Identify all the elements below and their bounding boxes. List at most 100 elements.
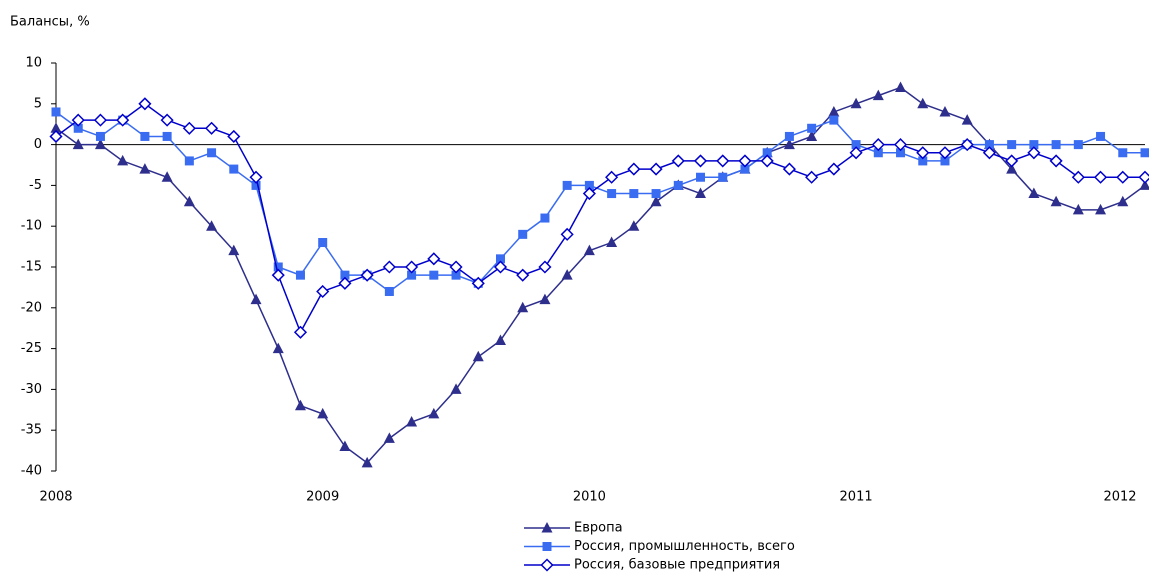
marker xyxy=(384,286,394,296)
marker xyxy=(493,260,508,274)
marker xyxy=(250,293,262,305)
marker xyxy=(161,171,173,182)
marker xyxy=(829,115,839,125)
marker xyxy=(671,154,685,168)
marker xyxy=(494,334,506,345)
marker xyxy=(138,97,152,111)
marker xyxy=(428,407,440,419)
marker xyxy=(940,156,950,166)
marker xyxy=(1140,148,1149,158)
marker xyxy=(584,180,594,190)
marker xyxy=(295,270,305,280)
marker xyxy=(649,162,663,176)
legend-label: Россия, базовые предприятия xyxy=(574,558,780,573)
marker xyxy=(229,164,239,174)
marker xyxy=(1005,154,1019,168)
marker xyxy=(895,81,907,92)
marker xyxy=(338,276,352,290)
marker xyxy=(140,131,150,141)
marker xyxy=(339,440,351,452)
series-line xyxy=(55,102,1145,335)
marker xyxy=(960,138,974,152)
y-tick-label: -10 xyxy=(21,219,42,234)
marker xyxy=(893,138,908,152)
marker xyxy=(516,268,530,282)
x-tick-label: 2012 xyxy=(1103,490,1136,505)
marker xyxy=(72,138,84,150)
marker xyxy=(673,180,683,190)
marker xyxy=(629,189,639,199)
marker xyxy=(1096,131,1106,141)
marker xyxy=(1049,154,1063,168)
marker xyxy=(650,195,662,207)
legend-label: Европа xyxy=(574,521,623,536)
marker xyxy=(139,163,151,174)
marker xyxy=(627,162,641,176)
marker xyxy=(429,270,439,280)
marker xyxy=(760,154,774,168)
marker xyxy=(160,113,174,127)
marker xyxy=(184,156,194,166)
y-tick-label: -20 xyxy=(21,300,42,315)
marker xyxy=(93,113,108,127)
marker xyxy=(361,456,373,468)
marker xyxy=(1073,140,1083,150)
marker xyxy=(1118,148,1128,158)
marker xyxy=(1139,179,1149,190)
marker xyxy=(541,522,553,533)
marker xyxy=(293,325,308,339)
marker xyxy=(207,148,217,158)
x-tick-label: 2010 xyxy=(573,490,606,505)
marker xyxy=(95,131,105,141)
y-tick-label: 10 xyxy=(25,56,42,71)
marker xyxy=(605,170,619,184)
marker xyxy=(961,114,973,125)
marker xyxy=(206,220,218,231)
marker xyxy=(1051,140,1061,150)
marker xyxy=(228,244,240,256)
x-tick-label: 2009 xyxy=(306,490,339,505)
marker xyxy=(407,270,417,280)
marker xyxy=(427,252,441,266)
marker xyxy=(1007,140,1017,150)
marker xyxy=(850,97,862,109)
marker xyxy=(806,130,818,141)
marker xyxy=(251,180,261,190)
marker xyxy=(918,156,928,166)
marker xyxy=(1029,140,1039,150)
marker xyxy=(628,220,640,231)
marker xyxy=(518,229,528,239)
marker xyxy=(738,154,752,168)
marker xyxy=(606,236,618,248)
marker xyxy=(984,140,994,150)
marker xyxy=(406,416,418,427)
marker xyxy=(227,129,241,144)
marker xyxy=(651,189,661,199)
marker xyxy=(716,154,730,168)
y-axis-label: Балансы, % xyxy=(10,15,90,30)
marker xyxy=(696,172,706,182)
marker xyxy=(317,407,329,419)
marker xyxy=(871,138,885,152)
marker xyxy=(873,148,883,158)
marker xyxy=(1095,203,1107,215)
series-line xyxy=(55,111,1145,293)
marker xyxy=(562,180,572,190)
marker xyxy=(916,146,930,160)
y-tick-label: -5 xyxy=(29,178,42,193)
marker xyxy=(740,164,750,174)
marker xyxy=(495,254,505,264)
marker xyxy=(1093,170,1108,184)
marker xyxy=(718,172,728,182)
marker xyxy=(540,213,550,223)
marker xyxy=(360,268,374,282)
marker xyxy=(316,284,330,299)
marker xyxy=(517,301,529,313)
marker xyxy=(49,129,63,144)
marker xyxy=(71,113,85,127)
marker xyxy=(294,399,306,411)
marker xyxy=(782,162,796,176)
marker xyxy=(116,113,130,127)
marker xyxy=(94,138,106,150)
